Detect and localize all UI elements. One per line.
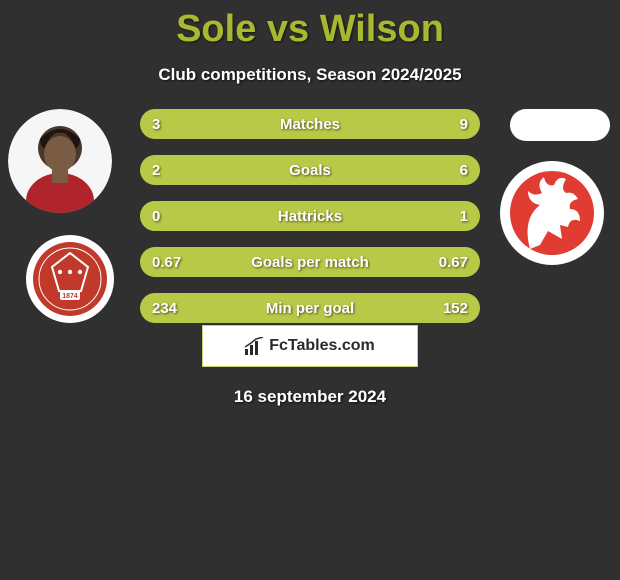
date-text: 16 september 2024 [0,387,620,407]
svg-text:AFC: AFC [542,189,563,200]
crest-left-icon: 1874 [26,235,114,323]
stat-label: Matches [140,109,480,139]
stat-row: 26Goals [140,155,480,185]
stat-bars: 39Matches 26Goals 01Hattricks 0.670.67Goals… [140,109,480,339]
branding-text: FcTables.com [269,337,375,355]
player-left-photo [8,109,112,213]
stat-label: Min per goal [140,293,480,323]
stat-row: 01Hattricks [140,201,480,231]
chart-icon [245,337,265,355]
avatar-icon [8,109,112,213]
stat-label: Goals per match [140,247,480,277]
stat-label: Hattricks [140,201,480,231]
stat-label: Goals [140,155,480,185]
subtitle: Club competitions, Season 2024/2025 [0,65,620,85]
svg-text:1874: 1874 [62,293,78,300]
crest-right-icon: AFC [500,161,604,265]
page-title: Sole vs Wilson [0,0,620,51]
club-crest-left: 1874 [26,235,114,323]
stat-row: 234152Min per goal [140,293,480,323]
stat-row: 39Matches [140,109,480,139]
player-right-photo [510,109,610,141]
stat-row: 0.670.67Goals per match [140,247,480,277]
club-crest-right: AFC [500,161,604,265]
